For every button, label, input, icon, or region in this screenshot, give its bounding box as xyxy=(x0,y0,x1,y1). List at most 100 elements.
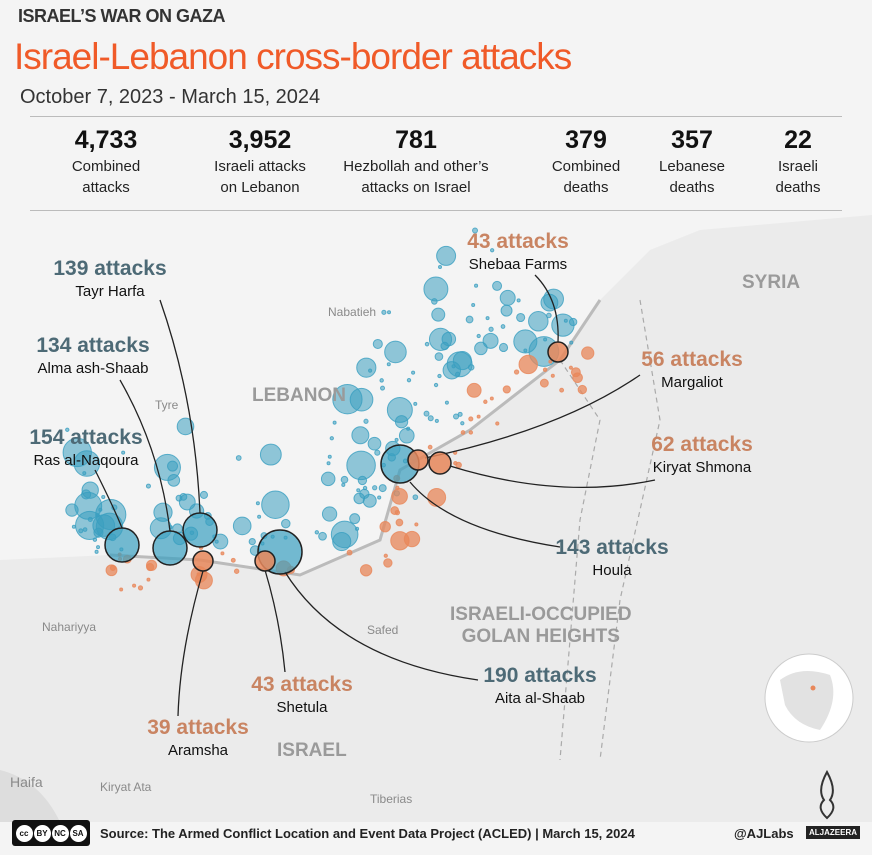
region-syria: SYRIA xyxy=(742,272,801,293)
israeli-attack-bubble xyxy=(569,340,574,345)
israeli-attack-bubble xyxy=(398,427,415,444)
israeli-attack-bubble xyxy=(349,387,374,412)
hezbollah-attack-bubble xyxy=(577,384,587,395)
israeli-attack-bubble xyxy=(356,357,377,378)
golan-boundary xyxy=(559,299,661,761)
israeli-attack-bubble xyxy=(438,264,443,270)
israeli-attack-bubble xyxy=(431,307,446,322)
israeli-attack-bubble xyxy=(528,310,549,332)
place-nabatieh: Nabatieh xyxy=(328,305,377,319)
israeli-attack-bubble xyxy=(453,413,460,420)
highlight-circles xyxy=(104,341,569,575)
hezbollah-attack-bubble xyxy=(502,385,511,394)
divider xyxy=(30,116,842,117)
israeli-attack-bubble xyxy=(176,417,195,436)
hezbollah-attack-bubble xyxy=(137,585,144,591)
source-note: Source: The Armed Conflict Location and … xyxy=(100,826,635,841)
israeli-attack-bubble xyxy=(424,341,430,347)
hezbollah-attack-bubble xyxy=(460,430,466,435)
israeli-attack-bubble xyxy=(384,340,407,364)
region-golan: ISRAELI-OCCUPIED GOLAN HEIGHTS xyxy=(450,604,632,647)
israeli-attack-bubble xyxy=(436,245,457,266)
israeli-attack-bubble xyxy=(460,421,465,426)
hezbollah-attack-bubble xyxy=(414,522,419,527)
israeli-attack-bubble xyxy=(363,418,369,424)
israeli-attack-bubble xyxy=(434,418,439,423)
israeli-attack-bubble xyxy=(259,443,282,466)
annotation-shebaa-farms: 43 attacks Shebaa Farms xyxy=(467,230,569,273)
hezbollah-attack-bubble xyxy=(427,487,447,507)
israel-land xyxy=(0,215,872,822)
israeli-attack-bubble xyxy=(374,449,381,456)
israeli-attack-bubble xyxy=(513,329,538,354)
israeli-attack-bubble xyxy=(434,352,444,361)
israeli-attack-bubble xyxy=(232,516,252,536)
israeli-attack-bubble xyxy=(442,361,462,380)
coast xyxy=(0,770,60,822)
israeli-attack-bubble xyxy=(101,494,106,500)
israeli-attack-bubble xyxy=(78,528,84,534)
israeli-attack-bubble xyxy=(423,276,449,302)
place-nahariyya: Nahariyya xyxy=(42,620,97,634)
hezbollah-attack-bubble xyxy=(132,583,137,588)
israeli-attack-bubble xyxy=(327,454,332,459)
israeli-attack-bubble xyxy=(427,415,434,422)
hezbollah-attack-bubble xyxy=(220,551,225,556)
hezbollah-attack-bubble xyxy=(476,414,481,419)
israeli-attack-bubble xyxy=(394,437,399,442)
israeli-attack-bubble xyxy=(329,436,334,441)
place-kiryat-ata: Kiryat Ata xyxy=(100,780,152,794)
date-range: October 7, 2023 - March 15, 2024 xyxy=(20,86,321,108)
israeli-attack-bubble xyxy=(81,489,92,500)
leader-lines xyxy=(94,274,656,717)
israeli-attack-bubble xyxy=(437,373,442,379)
israeli-attack-bubble xyxy=(340,475,349,484)
attack-bubbles xyxy=(62,227,595,592)
israeli-attack-bubble xyxy=(457,411,463,417)
hezbollah-attack-bubble xyxy=(539,378,549,388)
hezbollah-attack-bubble xyxy=(391,488,408,505)
hezbollah-attack-bubble xyxy=(518,354,538,375)
israeli-attack-bubble xyxy=(96,545,101,550)
israeli-attack-bubble xyxy=(476,333,481,339)
israeli-attack-bubble xyxy=(235,455,242,461)
ajlabs-handle: @AJLabs xyxy=(734,826,794,841)
hezbollah-attack-bubble xyxy=(495,421,500,426)
hezbollah-attack-bubble xyxy=(483,399,488,404)
place-tiberias: Tiberias xyxy=(370,792,413,806)
hezbollah-attack-bubble xyxy=(513,369,520,375)
hezbollah-attack-bubble xyxy=(466,382,482,398)
israeli-attack-bubble xyxy=(485,316,490,321)
creative-commons-badge: cc BY NC SA xyxy=(12,820,90,846)
israeli-attack-bubble xyxy=(362,493,377,508)
israeli-attack-bubble xyxy=(474,283,479,288)
hezbollah-attack-bubble xyxy=(390,531,410,551)
israeli-attack-bubble xyxy=(472,227,478,234)
hezbollah-attack-bubble xyxy=(230,557,236,563)
israeli-attack-bubble xyxy=(261,490,290,519)
israeli-attack-bubble xyxy=(490,248,495,253)
hezbollah-attack-bubble xyxy=(383,553,388,558)
israeli-attack-bubble xyxy=(546,312,552,319)
hezbollah-attack-bubble xyxy=(346,549,353,556)
hezbollah-attack-bubble xyxy=(146,577,151,582)
hezbollah-attack-bubble xyxy=(109,564,116,572)
israeli-attack-bubble xyxy=(380,385,386,391)
israeli-attack-bubble xyxy=(498,342,509,353)
israeli-attack-bubble xyxy=(332,420,337,425)
israeli-attack-bubble xyxy=(257,514,262,519)
hezbollah-attack-bubble xyxy=(233,568,240,574)
israeli-attack-bubble xyxy=(175,494,183,502)
aljazeera-logo-icon xyxy=(819,770,835,820)
israeli-attack-bubble xyxy=(377,495,382,500)
israeli-attack-bubble xyxy=(95,513,100,518)
hezbollah-attack-bubble xyxy=(453,460,458,466)
locator-globe xyxy=(764,653,854,743)
israeli-attack-bubble xyxy=(71,524,76,529)
annotation-aita-al-shaab: 190 attacks Aita al-Shaab xyxy=(483,664,597,707)
israeli-attack-bubble xyxy=(326,461,331,466)
annotation-kiryat-shmona: 62 attacks Kiryat Shmona xyxy=(651,433,753,476)
israeli-attack-bubble xyxy=(314,530,320,535)
israeli-attack-bubble xyxy=(423,410,430,417)
israeli-attack-bubble xyxy=(332,531,352,552)
